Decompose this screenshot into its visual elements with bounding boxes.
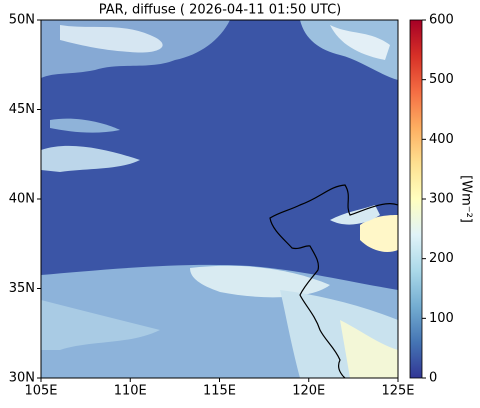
colorbar-tick-label: 500 bbox=[429, 72, 454, 87]
colorbar-label: [Wm⁻²] bbox=[459, 175, 474, 223]
colorbar bbox=[409, 19, 423, 379]
x-tick-label: 110E bbox=[114, 384, 147, 399]
x-tick-label: 120E bbox=[292, 384, 325, 399]
y-tick-label: 30N bbox=[9, 371, 35, 386]
title: PAR, diffuse ( 2026-04-11 01:50 UTC) bbox=[99, 3, 342, 18]
colorbar-tick-label: 100 bbox=[429, 311, 454, 326]
colorbar-tick-label: 0 bbox=[429, 371, 437, 386]
colorbar-tick-label: 200 bbox=[429, 251, 454, 266]
map-image bbox=[41, 20, 398, 378]
x-tick-label: 125E bbox=[381, 384, 414, 399]
y-tick-label: 35N bbox=[9, 281, 35, 296]
x-tick-label: 105E bbox=[24, 384, 57, 399]
x-tick-label: 115E bbox=[203, 384, 236, 399]
y-tick-label: 40N bbox=[9, 192, 35, 207]
y-tick-label: 50N bbox=[9, 13, 35, 28]
y-tick-label: 45N bbox=[9, 102, 35, 117]
colorbar-tick-label: 400 bbox=[429, 132, 454, 147]
colorbar-tick-label: 600 bbox=[429, 13, 454, 28]
colorbar-tick-label: 300 bbox=[429, 192, 454, 207]
